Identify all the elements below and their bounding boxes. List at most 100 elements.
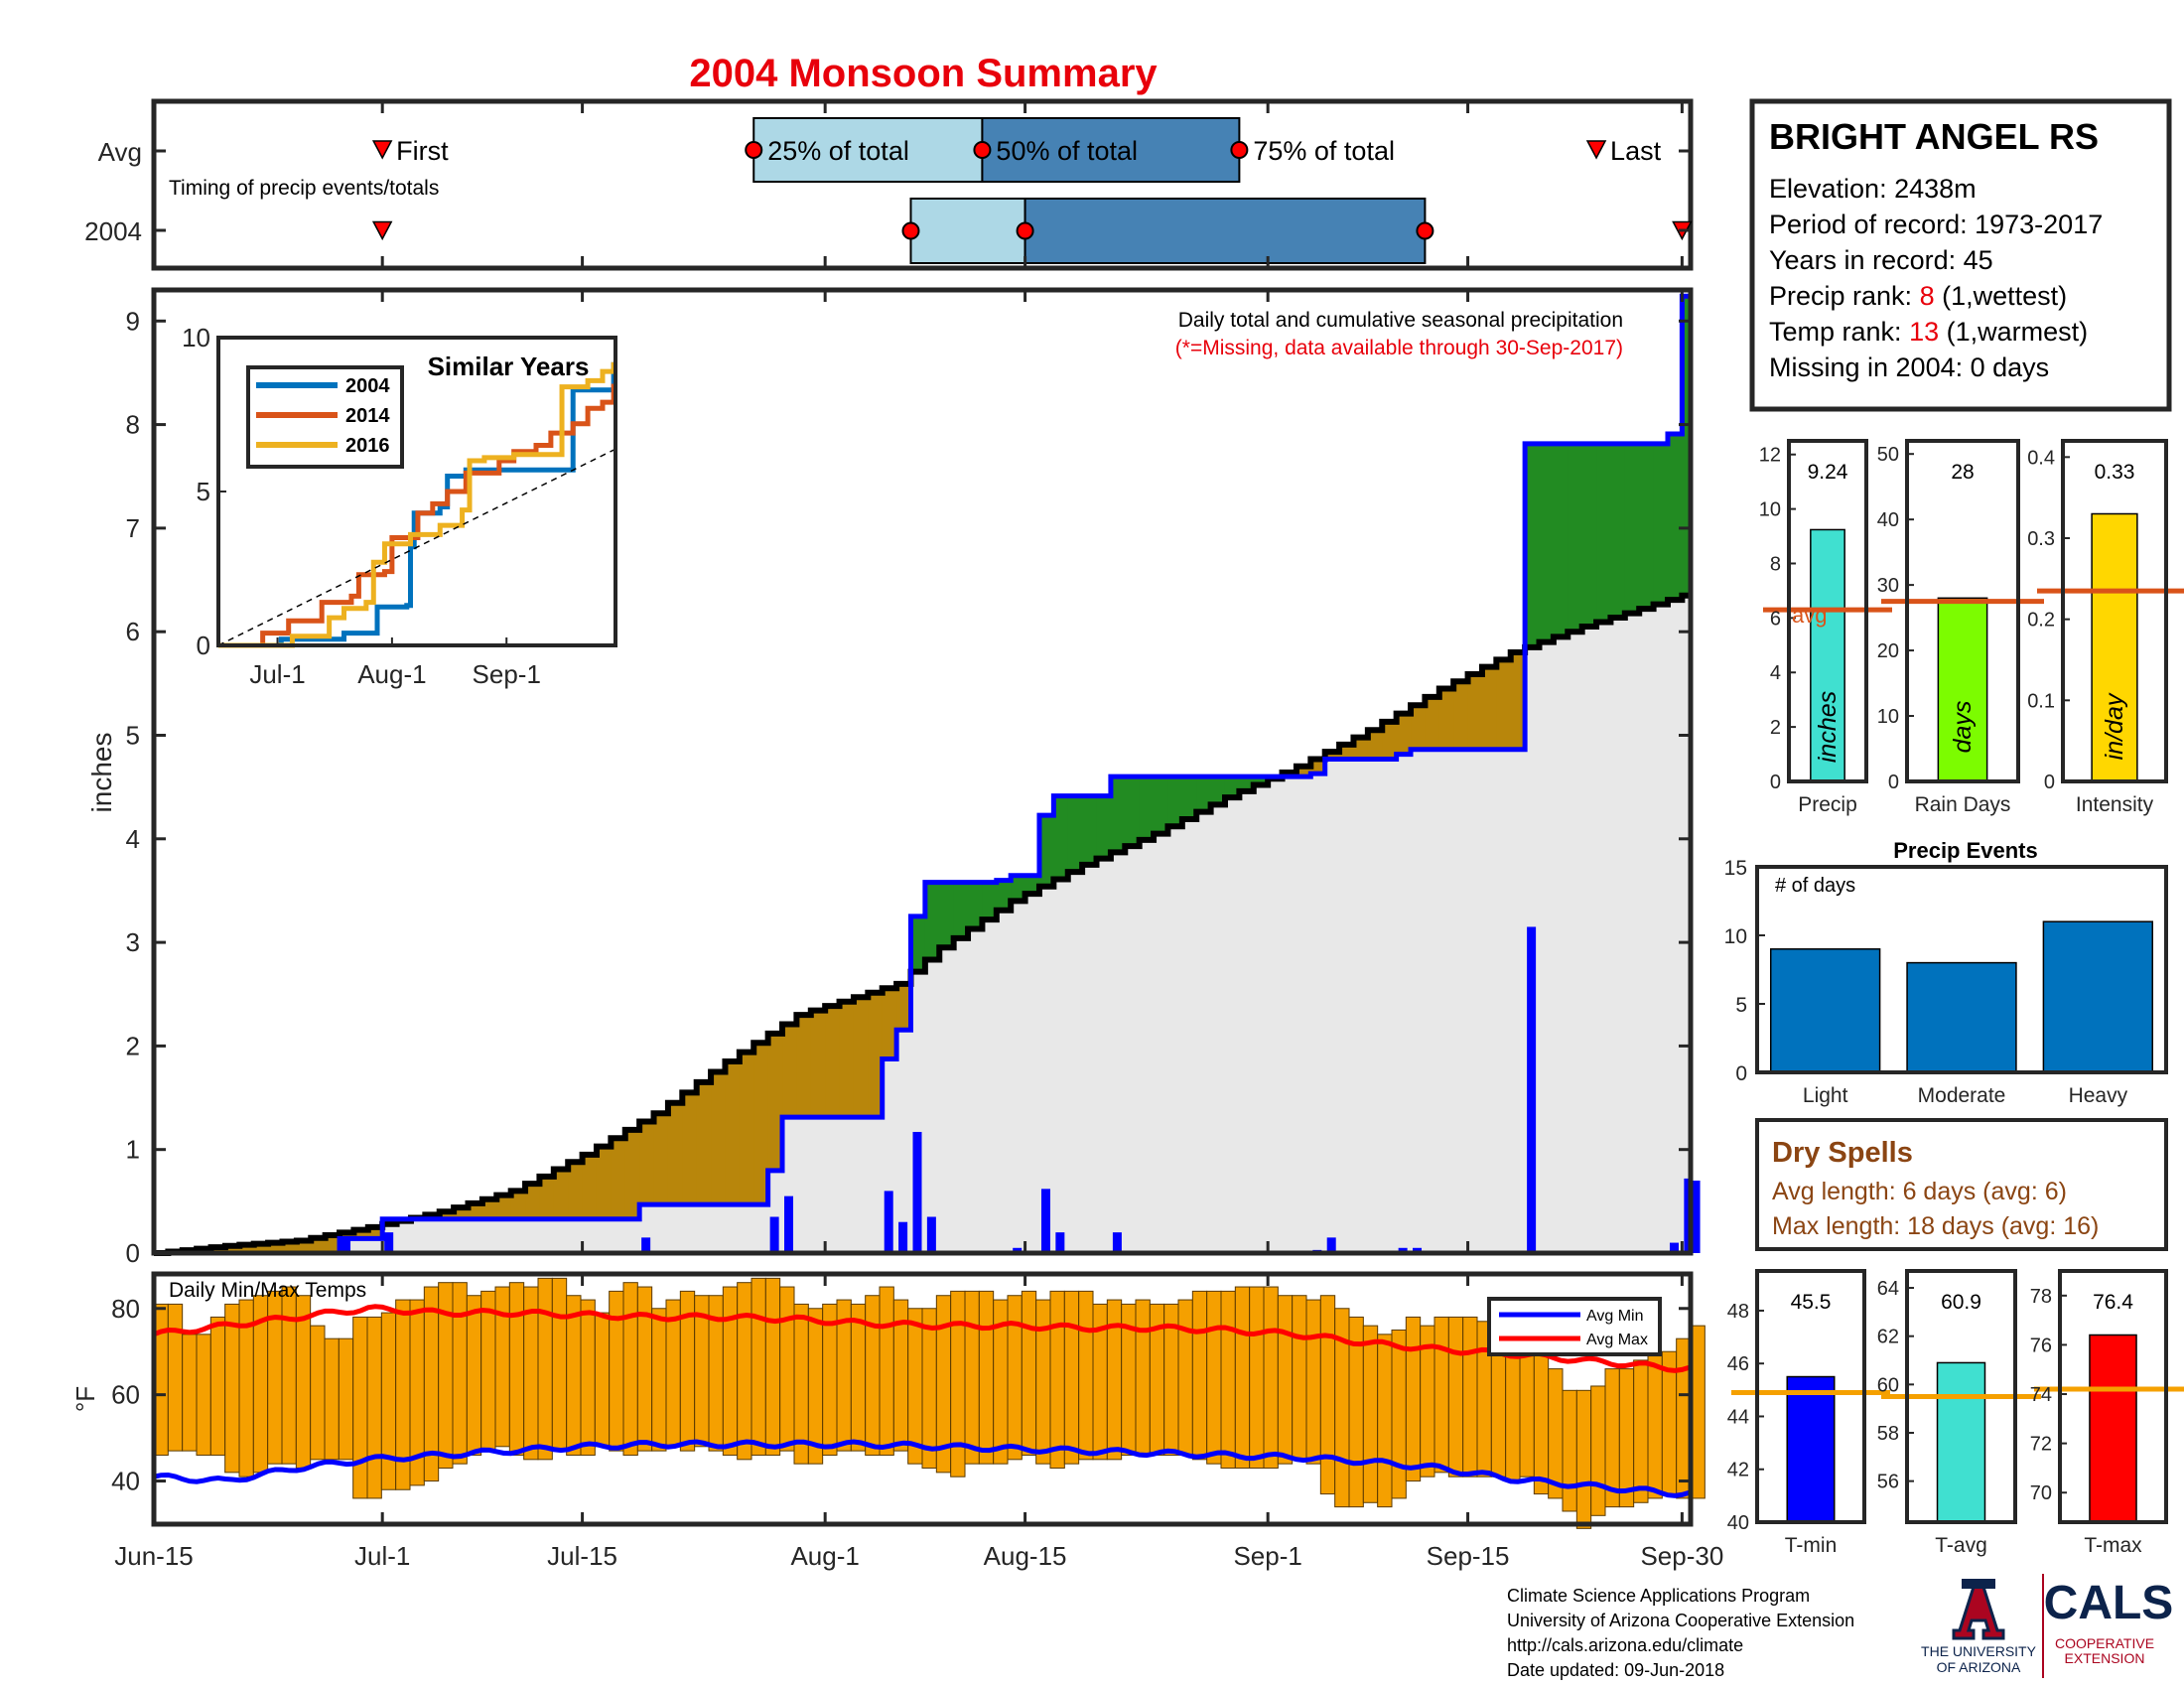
percentile-marker <box>901 221 920 240</box>
main-ytick-label: 0 <box>126 1238 140 1268</box>
timing-row-label-2004: 2004 <box>84 216 142 246</box>
temps-ytick-label: 40 <box>111 1467 140 1496</box>
below-average-fill <box>896 983 912 1031</box>
main-note-2: (*=Missing, data available through 30-Se… <box>1175 337 1623 359</box>
below-average-fill <box>624 1129 640 1219</box>
above-average-fill <box>1596 443 1612 623</box>
daily-temp-bar <box>480 1290 496 1452</box>
dry-spells-avg: Avg length: 6 days (avg: 6) <box>1772 1178 2067 1205</box>
below-average-fill <box>611 1138 626 1219</box>
above-average-fill <box>1167 776 1183 827</box>
station-name: BRIGHT ANGEL RS <box>1769 116 2099 157</box>
daily-temp-bar <box>537 1277 553 1461</box>
below-average-fill <box>282 1241 298 1253</box>
below-average-fill <box>1438 688 1454 750</box>
cals-sub-2: EXTENSION <box>2065 1650 2145 1666</box>
daily-precip-bar <box>1413 1247 1423 1253</box>
below-average-fill <box>510 1191 526 1219</box>
precip-events-plot: Light Moderate Heavy 0 5 10 15 <box>1724 857 2166 1107</box>
ua-text-1: THE UNIVERSITY <box>1921 1643 2037 1659</box>
below-average-fill <box>496 1195 512 1219</box>
daily-temp-bar <box>1191 1290 1208 1461</box>
daily-temp-bar <box>1177 1299 1193 1456</box>
below-average-fill <box>639 1121 655 1205</box>
stat-ytick-label: 2 <box>1770 717 1781 739</box>
daily-temp-bar <box>551 1277 568 1452</box>
below-average-fill <box>253 1243 269 1253</box>
stat-ytick-label: 40 <box>1877 509 1899 531</box>
daily-temp-bar <box>1249 1286 1265 1470</box>
precip-stats: 9.24 0 2 4 6 8 10 12 inches Precip avg 28 0 10 20 30 40 5… <box>1759 439 2184 816</box>
daily-temp-bar <box>1049 1290 1065 1470</box>
stat-value-label: 28 <box>1951 461 1974 484</box>
below-average-fill <box>1353 737 1369 760</box>
daily-temp-bar <box>508 1282 525 1456</box>
daily-temp-bar <box>352 1316 368 1499</box>
precip-event-category: Moderate <box>1918 1084 2006 1107</box>
daily-temp-bar <box>1433 1316 1449 1474</box>
above-average-fill <box>1553 443 1569 637</box>
daily-temp-bar <box>1633 1359 1649 1503</box>
below-average-fill <box>296 1240 312 1253</box>
below-average-fill <box>454 1207 470 1219</box>
daily-temp-bar <box>1590 1385 1606 1516</box>
daily-temp-bar <box>1575 1389 1592 1529</box>
daily-temp-bar <box>182 1334 198 1452</box>
daily-temp-bar <box>1362 1325 1379 1503</box>
daily-temp-bar <box>310 1325 326 1461</box>
daily-temp-bar <box>466 1295 482 1456</box>
daily-temp-bar <box>850 1303 867 1452</box>
daily-temp-bar <box>807 1308 824 1465</box>
daily-temp-bar <box>1292 1295 1307 1461</box>
above-average-fill <box>1539 443 1555 642</box>
date-tick-label: Sep-1 <box>1233 1541 1301 1571</box>
stat-ytick-label: 0.2 <box>2027 610 2055 632</box>
stat-ytick-label: 10 <box>1877 706 1899 728</box>
daily-temp-bar <box>737 1282 752 1461</box>
footer-line-2: University of Arizona Cooperative Extens… <box>1507 1611 1854 1630</box>
stat-category-label: Intensity <box>2076 793 2154 816</box>
above-average-fill <box>1154 776 1169 834</box>
below-average-fill <box>667 1102 683 1205</box>
precip-events-panel: Precip Events Light Moderate Heavy 0 5 10 15 #… <box>1724 838 2168 1107</box>
below-average-fill <box>439 1211 455 1219</box>
daily-temp-bar <box>636 1286 653 1452</box>
daily-temp-bar <box>1135 1299 1151 1456</box>
daily-temp-bar <box>366 1316 382 1499</box>
stat-panel-frame <box>1905 1269 2017 1524</box>
temps-axes: 40 60 80 <box>111 1294 1691 1496</box>
inset-xtick-label: Aug-1 <box>357 659 426 689</box>
stat-unit-label: in/day <box>2101 692 2128 760</box>
timing-box-25-50 <box>909 198 1026 264</box>
legend-avg-min-label: Avg Min <box>1586 1308 1644 1325</box>
stat-ytick-label: 50 <box>1877 444 1899 466</box>
daily-temp-bar <box>622 1282 638 1456</box>
stat-ytick-label: 0.4 <box>2027 447 2055 469</box>
stat-bar <box>1936 1361 1986 1523</box>
daily-temp-bar <box>1035 1299 1051 1465</box>
daily-temp-bar <box>1618 1368 1635 1508</box>
stat-ytick-label: 6 <box>1770 608 1781 630</box>
daily-temp-bar <box>580 1299 596 1456</box>
inset-ytick-label: 10 <box>182 323 210 352</box>
legend-avg-max-label: Avg Max <box>1586 1332 1648 1348</box>
temp-stats: 45.5 40 42 44 46 48 T-min 60.9 56 58 60 62 64 T-avg 76… <box>1727 1269 2184 1557</box>
daily-precip-bar <box>884 1191 893 1253</box>
last-event-marker <box>1585 140 1607 160</box>
precip-event-category: Light <box>1803 1084 1848 1107</box>
stat-value-label: 60.9 <box>1941 1291 1981 1314</box>
percentile-label: 75% of total <box>1253 136 1395 166</box>
above-average-fill <box>910 915 926 972</box>
chart-title: 2004 Monsoon Summary <box>689 52 1158 95</box>
date-tick-label: Aug-1 <box>790 1541 859 1571</box>
first-event-marker <box>371 220 393 241</box>
daily-temp-bar <box>1305 1299 1321 1465</box>
above-average-fill <box>1053 795 1069 880</box>
main-ytick-label: 9 <box>126 306 140 336</box>
main-ytick-label: 3 <box>126 927 140 957</box>
stat-ytick-label: 70 <box>2030 1482 2052 1504</box>
daily-temp-bar <box>609 1290 624 1452</box>
avg-min-temp-line <box>153 1439 1691 1498</box>
inset-series-line <box>218 361 616 648</box>
